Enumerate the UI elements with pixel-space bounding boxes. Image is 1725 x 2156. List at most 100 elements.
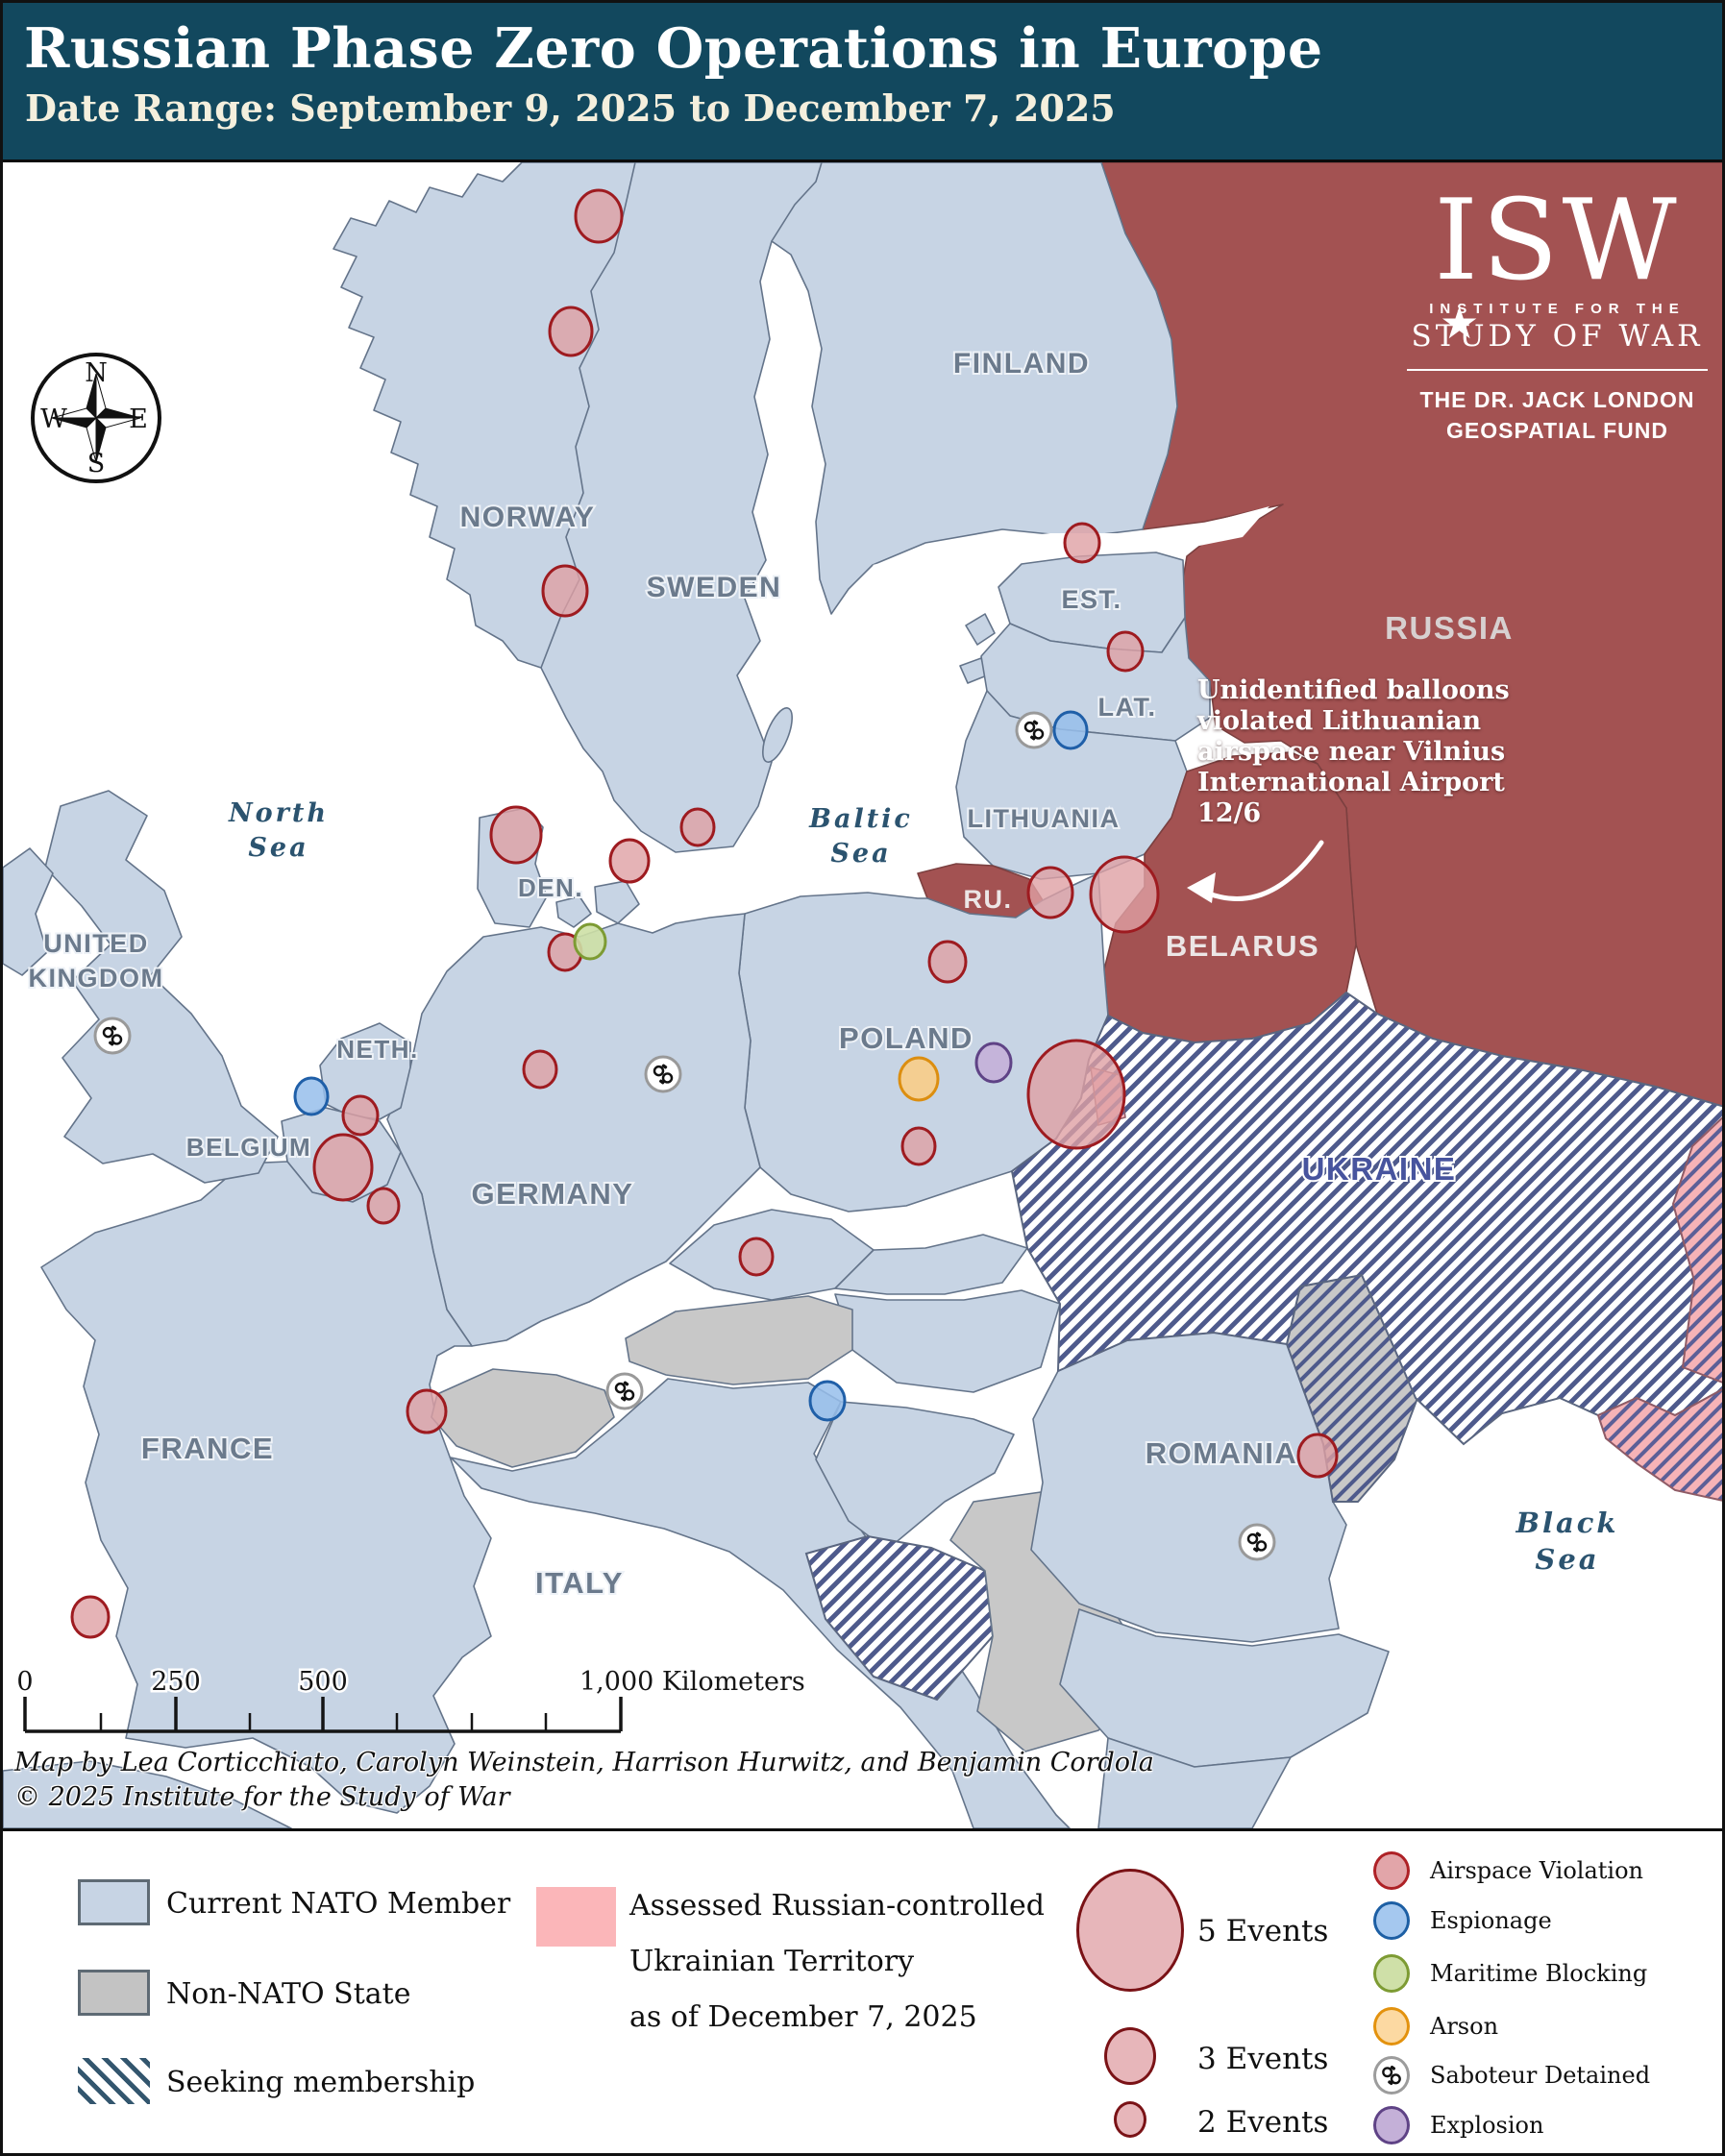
map-label: FRANCE <box>141 1432 274 1465</box>
assessed-label-line3: as of December 7, 2025 <box>629 2000 977 2034</box>
scale-0: 0 <box>16 1667 33 1697</box>
country-norway-sweden-finland <box>333 161 1178 853</box>
map-label: Black <box>1515 1507 1618 1539</box>
country-hungary <box>834 1289 1061 1393</box>
russian-controlled-east-ukraine <box>1671 1116 1722 1384</box>
event-marker-explosion <box>974 1041 1013 1084</box>
event-marker-airspace <box>541 564 589 618</box>
country-greece <box>1097 1737 1292 1829</box>
event-marker-airspace <box>1026 1039 1126 1150</box>
date-range-subtitle: Date Range: September 9, 2025 to Decembe… <box>25 86 1116 130</box>
fund-line1: THE DR. JACK LONDON <box>1419 387 1695 412</box>
country-spain <box>3 1760 292 1829</box>
saboteur-detained-label: Saboteur Detained <box>1430 2062 1651 2089</box>
event-marker-espionage <box>293 1076 330 1116</box>
map-label: BELARUS <box>1166 929 1319 963</box>
map-label: DEN. <box>518 873 583 902</box>
map-label: NORWAY <box>460 502 596 533</box>
event-marker-arson <box>898 1056 940 1102</box>
map-label: Baltic <box>808 804 913 834</box>
map-label: ROMANIA <box>1146 1436 1298 1470</box>
map-label: UNITED <box>43 929 149 958</box>
event-marker-airspace <box>522 1049 558 1090</box>
event-marker-espionage <box>808 1380 847 1422</box>
country-slovakia <box>834 1234 1028 1295</box>
non-nato-swatch <box>78 1970 150 2016</box>
logo-divider <box>1407 369 1708 371</box>
map-label: Sea <box>1535 1543 1599 1576</box>
event-marker-airspace <box>900 1126 937 1166</box>
country-italy <box>450 1378 1071 1829</box>
arson-label: Arson <box>1430 2013 1499 2040</box>
event-marker-maritime <box>573 922 607 961</box>
assessed-label-line2: Ukrainian Territory <box>629 1945 915 1978</box>
scale-500: 500 <box>298 1667 348 1697</box>
event-marker-airspace <box>679 807 716 847</box>
annotation-line: 12/6 <box>1197 798 1262 828</box>
event-markers-layer <box>70 188 1339 1639</box>
page-title: Russian Phase Zero Operations in Europe <box>24 16 1323 81</box>
event-marker-airspace <box>341 1094 380 1137</box>
event-marker-airspace <box>738 1237 775 1277</box>
event-marker-airspace <box>1063 522 1101 564</box>
star-icon: ★ <box>1440 298 1480 348</box>
espionage-icon <box>1373 1901 1410 1940</box>
map-label: EST. <box>1061 585 1121 614</box>
country-ukraine-seeking-membership <box>1010 991 1722 1446</box>
size-5-events-circle <box>1076 1869 1184 1992</box>
map-label: KINGDOM <box>29 964 164 992</box>
event-marker-airspace <box>1106 630 1145 673</box>
event-marker-espionage <box>1052 710 1089 750</box>
russian-controlled-swatch <box>536 1887 616 1947</box>
map-label: North <box>228 798 329 828</box>
map-label: NETH. <box>336 1035 419 1064</box>
map-label: LITHUANIA <box>968 804 1121 833</box>
espionage-label: Espionage <box>1430 1907 1552 1934</box>
denmark-islands <box>555 880 640 928</box>
maritime-blocking-icon <box>1373 1954 1410 1993</box>
compass-w: W <box>40 404 67 434</box>
header: Russian Phase Zero Operations in Europe … <box>3 3 1722 162</box>
border-sweden-finland <box>771 161 823 242</box>
nato-member-swatch <box>78 1879 150 1925</box>
map-area: NORWAY SWEDEN FINLAND DEN. EST. LAT. LITHUANIA… <box>3 161 1722 1829</box>
seeking-membership-swatch <box>78 2058 150 2104</box>
compass-s: S <box>87 449 106 478</box>
map-label: BELGIUM <box>186 1133 311 1162</box>
fund-line2: GEOSPATIAL FUND <box>1446 418 1668 444</box>
compass-n: N <box>85 358 108 388</box>
event-marker-airspace <box>366 1187 401 1225</box>
arson-icon <box>1373 2007 1410 2046</box>
map-label: RU. <box>964 885 1013 914</box>
event-marker-airspace <box>70 1595 111 1639</box>
map-label: GERMANY <box>472 1177 634 1211</box>
annotation-line: airspace near Vilnius <box>1197 737 1506 767</box>
size-5-events-label: 5 Events <box>1197 1914 1329 1948</box>
russian-controlled-crimea <box>1596 1388 1722 1502</box>
size-3-events-circle <box>1104 2027 1156 2085</box>
map-label: LAT. <box>1098 693 1157 722</box>
compass-e: E <box>129 404 148 434</box>
event-marker-airspace <box>1026 866 1074 919</box>
event-marker-airspace <box>927 940 968 984</box>
compass-rose: N E S W <box>31 353 161 483</box>
europe-map: NORWAY SWEDEN FINLAND DEN. EST. LAT. LITHUANIA… <box>3 161 1722 1829</box>
copyright: © 2025 Institute for the Study of War <box>14 1782 510 1812</box>
legend: Current NATO Member Non-NATO State Seeki… <box>3 1828 1722 2153</box>
airspace-violation-icon <box>1373 1851 1410 1890</box>
assessed-label-line1: Assessed Russian-controlled <box>629 1889 1045 1923</box>
size-2-events-label: 2 Events <box>1197 2105 1329 2140</box>
island-gotland <box>762 707 793 763</box>
country-croatia-slovenia <box>815 1401 1015 1551</box>
map-label: Sea <box>248 833 308 863</box>
annotation-line: International Airport <box>1197 768 1505 797</box>
country-austria <box>625 1295 853 1385</box>
event-marker-airspace <box>1089 855 1160 934</box>
handcuffs-icon <box>1379 2063 1404 2088</box>
map-label: ITALY <box>535 1566 624 1600</box>
balloon-annotation: Unidentified balloons violated Lithuania… <box>1197 675 1563 829</box>
event-marker-airspace <box>548 306 594 357</box>
nato-member-label: Current NATO Member <box>166 1887 511 1921</box>
country-bulgaria <box>1059 1608 1390 1768</box>
